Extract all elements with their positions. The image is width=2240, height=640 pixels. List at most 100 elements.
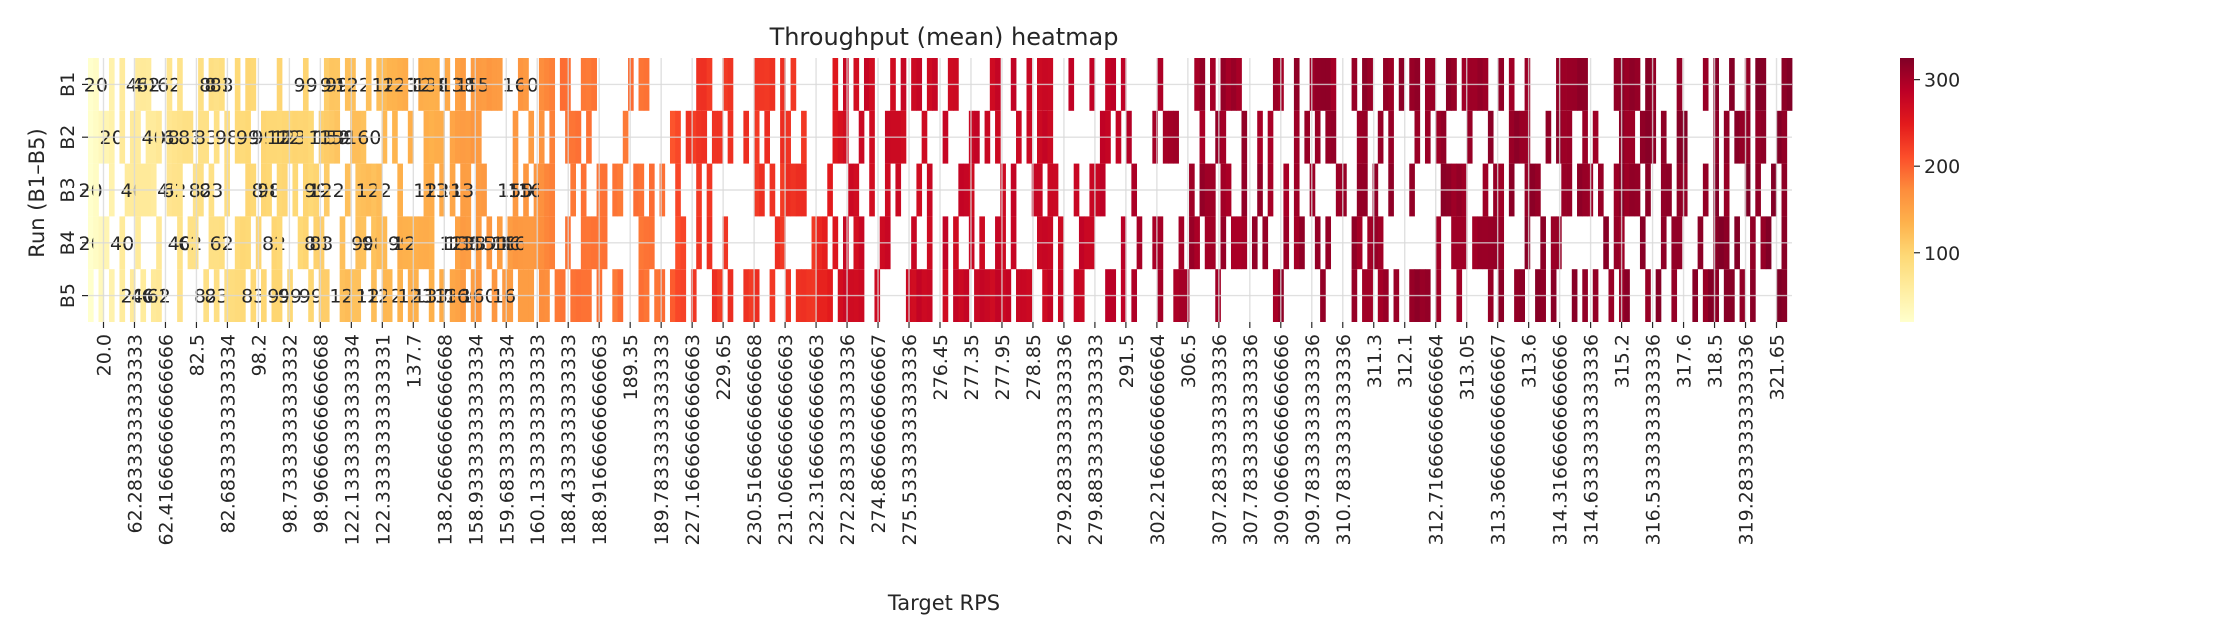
x-tick-label: 138.26666666666668 [434, 334, 456, 546]
cell-label: 123 [382, 74, 418, 96]
cell-label: 40 [168, 233, 192, 255]
cell-label: 122 [366, 286, 402, 308]
cell-label: 138 [445, 233, 481, 255]
x-tick-label: 317.6 [1674, 334, 1696, 388]
cell-label: 99 [299, 286, 323, 308]
x-tick-label: 189.78333333333333 [651, 334, 673, 546]
cell-label: 82 [194, 286, 218, 308]
cell-label: 83 [194, 127, 218, 149]
x-tick-label: 122.33333333333331 [372, 334, 394, 546]
cell-label: 160 [460, 286, 496, 308]
x-tick-label: 279.28333333333336 [1054, 334, 1076, 546]
y-tick-label: B4 [57, 230, 79, 255]
cell-label: 82 [262, 233, 286, 255]
cell-label: 123 [398, 286, 434, 308]
x-tick-label: 309.78333333333336 [1302, 334, 1324, 546]
x-tick-label: 227.16666666666663 [682, 334, 704, 546]
x-tick-label: 274.8666666666667 [868, 334, 890, 533]
x-axis-ticks: 20.0 62.28333333333333 62.416666666666666 8… [93, 322, 1789, 546]
x-tick-label: 310.78333333333336 [1333, 334, 1355, 546]
x-tick-label: 312.71666666666664 [1426, 334, 1448, 546]
cell-label: 160 [345, 127, 381, 149]
x-tick-label: 82.5 [186, 334, 208, 376]
y-tick-label: B1 [57, 72, 79, 97]
cell-label: 160 [502, 74, 538, 96]
cell-label: 62 [147, 286, 171, 308]
y-axis-ticks: B1 B2 B3 B4 B5 [57, 72, 88, 308]
x-tick-label: 98.96666666666668 [310, 334, 332, 533]
x-tick-label: 160.13333333333333 [527, 334, 549, 546]
cell-label: 159 [314, 127, 350, 149]
cell-label: 159 [319, 127, 355, 149]
x-tick-label: 231.06666666666663 [775, 334, 797, 546]
x-tick-label: 122.13333333333334 [341, 334, 363, 546]
cell-label: 20 [99, 127, 123, 149]
x-tick-label: 229.65 [713, 334, 735, 400]
x-tick-label: 275.53333333333336 [899, 334, 921, 546]
x-tick-label: 313.6 [1519, 334, 1541, 388]
x-tick-label: 313.36666666666667 [1488, 334, 1510, 546]
cell-label: 82 [189, 180, 213, 202]
colorbar-tick-label: 100 [1924, 243, 1960, 265]
cell-label: 99 [325, 74, 349, 96]
x-tick-label: 62.28333333333333 [124, 334, 146, 533]
colorbar-tick-label: 200 [1924, 156, 1960, 178]
x-tick-label: 314.63333333333336 [1581, 334, 1603, 546]
cell-label: 62 [157, 74, 181, 96]
x-tick-label: 318.5 [1705, 334, 1727, 388]
grid-lines [88, 58, 1792, 322]
x-tick-label: 82.68333333333334 [217, 334, 239, 533]
cell-label: 20 [84, 74, 108, 96]
cell-label: 20 [120, 286, 144, 308]
cell-label: 83 [309, 233, 333, 255]
cell-label: 99 [267, 286, 291, 308]
x-axis-label: Target RPS [887, 591, 1000, 615]
x-tick-label: 98.2 [248, 334, 270, 376]
chart-title: Throughput (mean) heatmap [769, 23, 1119, 51]
colorbar: 100 200 300 [1900, 58, 1960, 322]
x-tick-label: 314.31666666666666 [1550, 334, 1572, 546]
x-tick-label: 316.53333333333336 [1643, 334, 1665, 546]
x-tick-label: 158.93333333333334 [465, 334, 487, 546]
cell-label: 99 [293, 74, 317, 96]
cell-label: 40 [110, 233, 134, 255]
x-tick-label: 159.68333333333334 [496, 334, 518, 546]
cell-label: 122 [308, 180, 344, 202]
x-tick-label: 272.28333333333336 [837, 334, 859, 546]
x-tick-label: 307.28333333333336 [1209, 334, 1231, 546]
x-tick-label: 278.85 [1023, 334, 1045, 400]
x-tick-label: 302.21666666666664 [1147, 334, 1169, 546]
x-tick-label: 312.1 [1395, 334, 1417, 388]
cell-label: 62 [210, 233, 234, 255]
cell-label: 138 [440, 74, 476, 96]
cell-label: 20 [79, 180, 103, 202]
y-tick-label: B5 [57, 283, 79, 308]
cell-label: 138 [413, 74, 449, 96]
colorbar-gradient [1900, 58, 1914, 322]
cell-label: 83 [210, 74, 234, 96]
x-tick-label: 188.91666666666663 [589, 334, 611, 546]
x-tick-label: 276.45 [930, 334, 952, 400]
x-tick-label: 98.73333333333332 [279, 334, 301, 533]
colorbar-tick-label: 300 [1924, 70, 1960, 92]
cell-label: 99 [236, 127, 260, 149]
cell-label: 122 [356, 180, 392, 202]
x-tick-label: 309.06666666666666 [1271, 334, 1293, 546]
x-tick-label: 62.416666666666666 [155, 334, 177, 546]
x-tick-label: 277.35 [961, 334, 983, 400]
cell-label: 40 [131, 286, 155, 308]
x-tick-label: 315.2 [1612, 334, 1634, 388]
cell-label: 83 [204, 286, 228, 308]
x-tick-label: 279.88333333333333 [1085, 334, 1107, 546]
x-tick-label: 189.35 [620, 334, 642, 400]
cell-label: 99 [304, 180, 328, 202]
cell-label: 83 [199, 180, 223, 202]
x-tick-label: 291.5 [1116, 334, 1138, 388]
cell-label: 98 [351, 233, 375, 255]
x-tick-label: 230.51666666666668 [744, 334, 766, 546]
x-tick-label: 232.31666666666663 [806, 334, 828, 546]
cell-label: 83 [241, 286, 265, 308]
cell-label: 122 [335, 74, 371, 96]
